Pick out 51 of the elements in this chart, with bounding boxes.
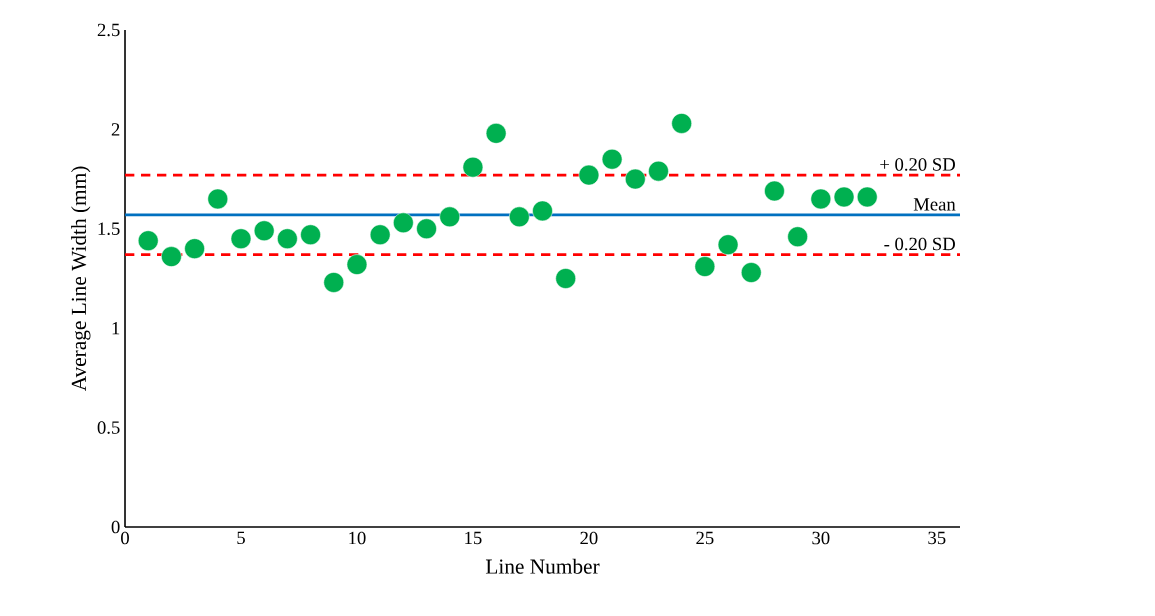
y-tick-label: 2.5 xyxy=(97,23,120,37)
point xyxy=(300,224,321,246)
point xyxy=(509,206,530,228)
x-axis-title: Line Number xyxy=(485,558,600,574)
y-tick-label: 0 xyxy=(111,520,120,534)
point xyxy=(439,206,460,228)
point xyxy=(369,224,391,246)
point xyxy=(137,230,159,251)
x-tick-label: 25 xyxy=(696,531,714,545)
ref-line-label: + 0.20 SD xyxy=(880,158,955,171)
point xyxy=(578,164,600,186)
point xyxy=(717,234,739,255)
point xyxy=(671,113,692,134)
x-tick-label: 5 xyxy=(237,531,245,545)
x-tick-label: 0 xyxy=(121,531,129,545)
point xyxy=(230,228,252,249)
ref-line-label: Mean xyxy=(913,198,956,211)
point xyxy=(764,180,785,202)
point xyxy=(694,256,716,277)
point xyxy=(462,156,484,178)
point xyxy=(787,226,808,248)
x-tick-label: 20 xyxy=(580,531,598,545)
point xyxy=(856,186,878,208)
point xyxy=(207,188,229,210)
point xyxy=(161,246,182,267)
point xyxy=(323,272,345,293)
point xyxy=(555,268,576,289)
point xyxy=(393,212,414,234)
x-tick-label: 10 xyxy=(349,531,366,545)
point xyxy=(346,254,368,275)
y-axis-title: Average Line Width (mm) xyxy=(71,166,91,392)
point xyxy=(416,218,437,240)
point xyxy=(740,262,762,283)
y-tick-label: 0.5 xyxy=(97,421,120,434)
point xyxy=(485,123,507,144)
x-tick-label: 30 xyxy=(812,531,830,545)
x-tick-label: 35 xyxy=(928,531,946,545)
point xyxy=(253,220,275,242)
y-tick-label: 2 xyxy=(111,123,120,136)
ref-line-label: - 0.20 SD xyxy=(884,237,955,251)
y-tick-label: 1 xyxy=(112,322,120,335)
y-tick-label: 1.5 xyxy=(98,222,120,236)
point xyxy=(833,186,855,208)
point xyxy=(277,228,298,249)
point xyxy=(625,168,646,190)
point xyxy=(810,188,832,210)
point xyxy=(648,160,669,182)
point xyxy=(601,148,623,170)
x-tick-label: 15 xyxy=(465,531,482,545)
point xyxy=(532,200,553,222)
point xyxy=(184,238,205,259)
